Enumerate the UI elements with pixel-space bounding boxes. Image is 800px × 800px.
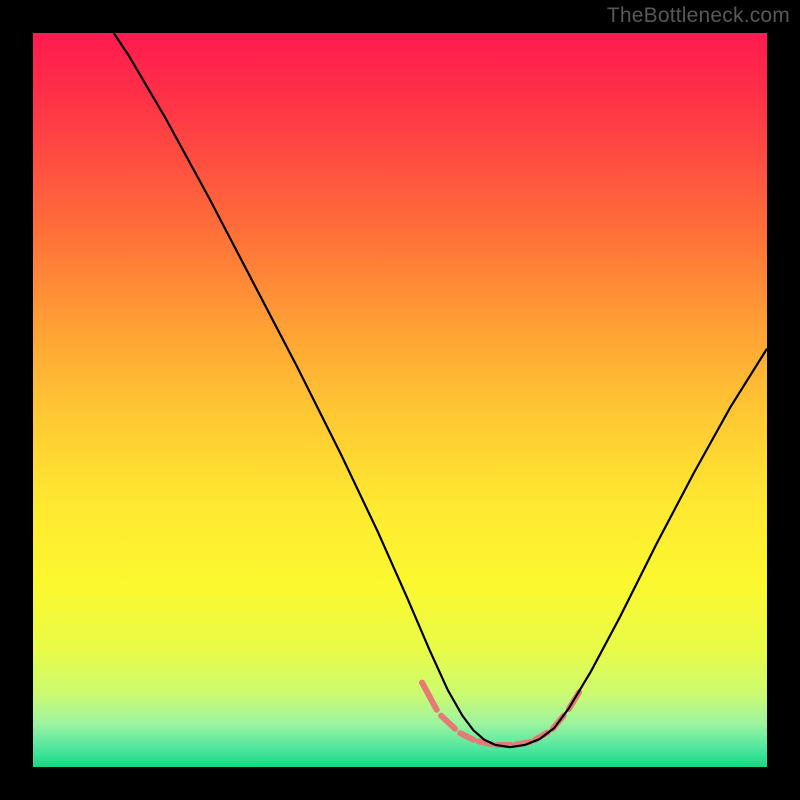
watermark-text: TheBottleneck.com <box>607 4 790 28</box>
plateau-segment <box>460 733 473 740</box>
chart-container: TheBottleneck.com <box>0 0 800 800</box>
plateau-segment <box>422 683 437 710</box>
curve-layer <box>33 33 767 767</box>
plot-area <box>33 33 767 767</box>
bottleneck-curve <box>114 33 767 747</box>
plateau-segment <box>441 716 455 729</box>
plateau-marks <box>422 683 579 745</box>
